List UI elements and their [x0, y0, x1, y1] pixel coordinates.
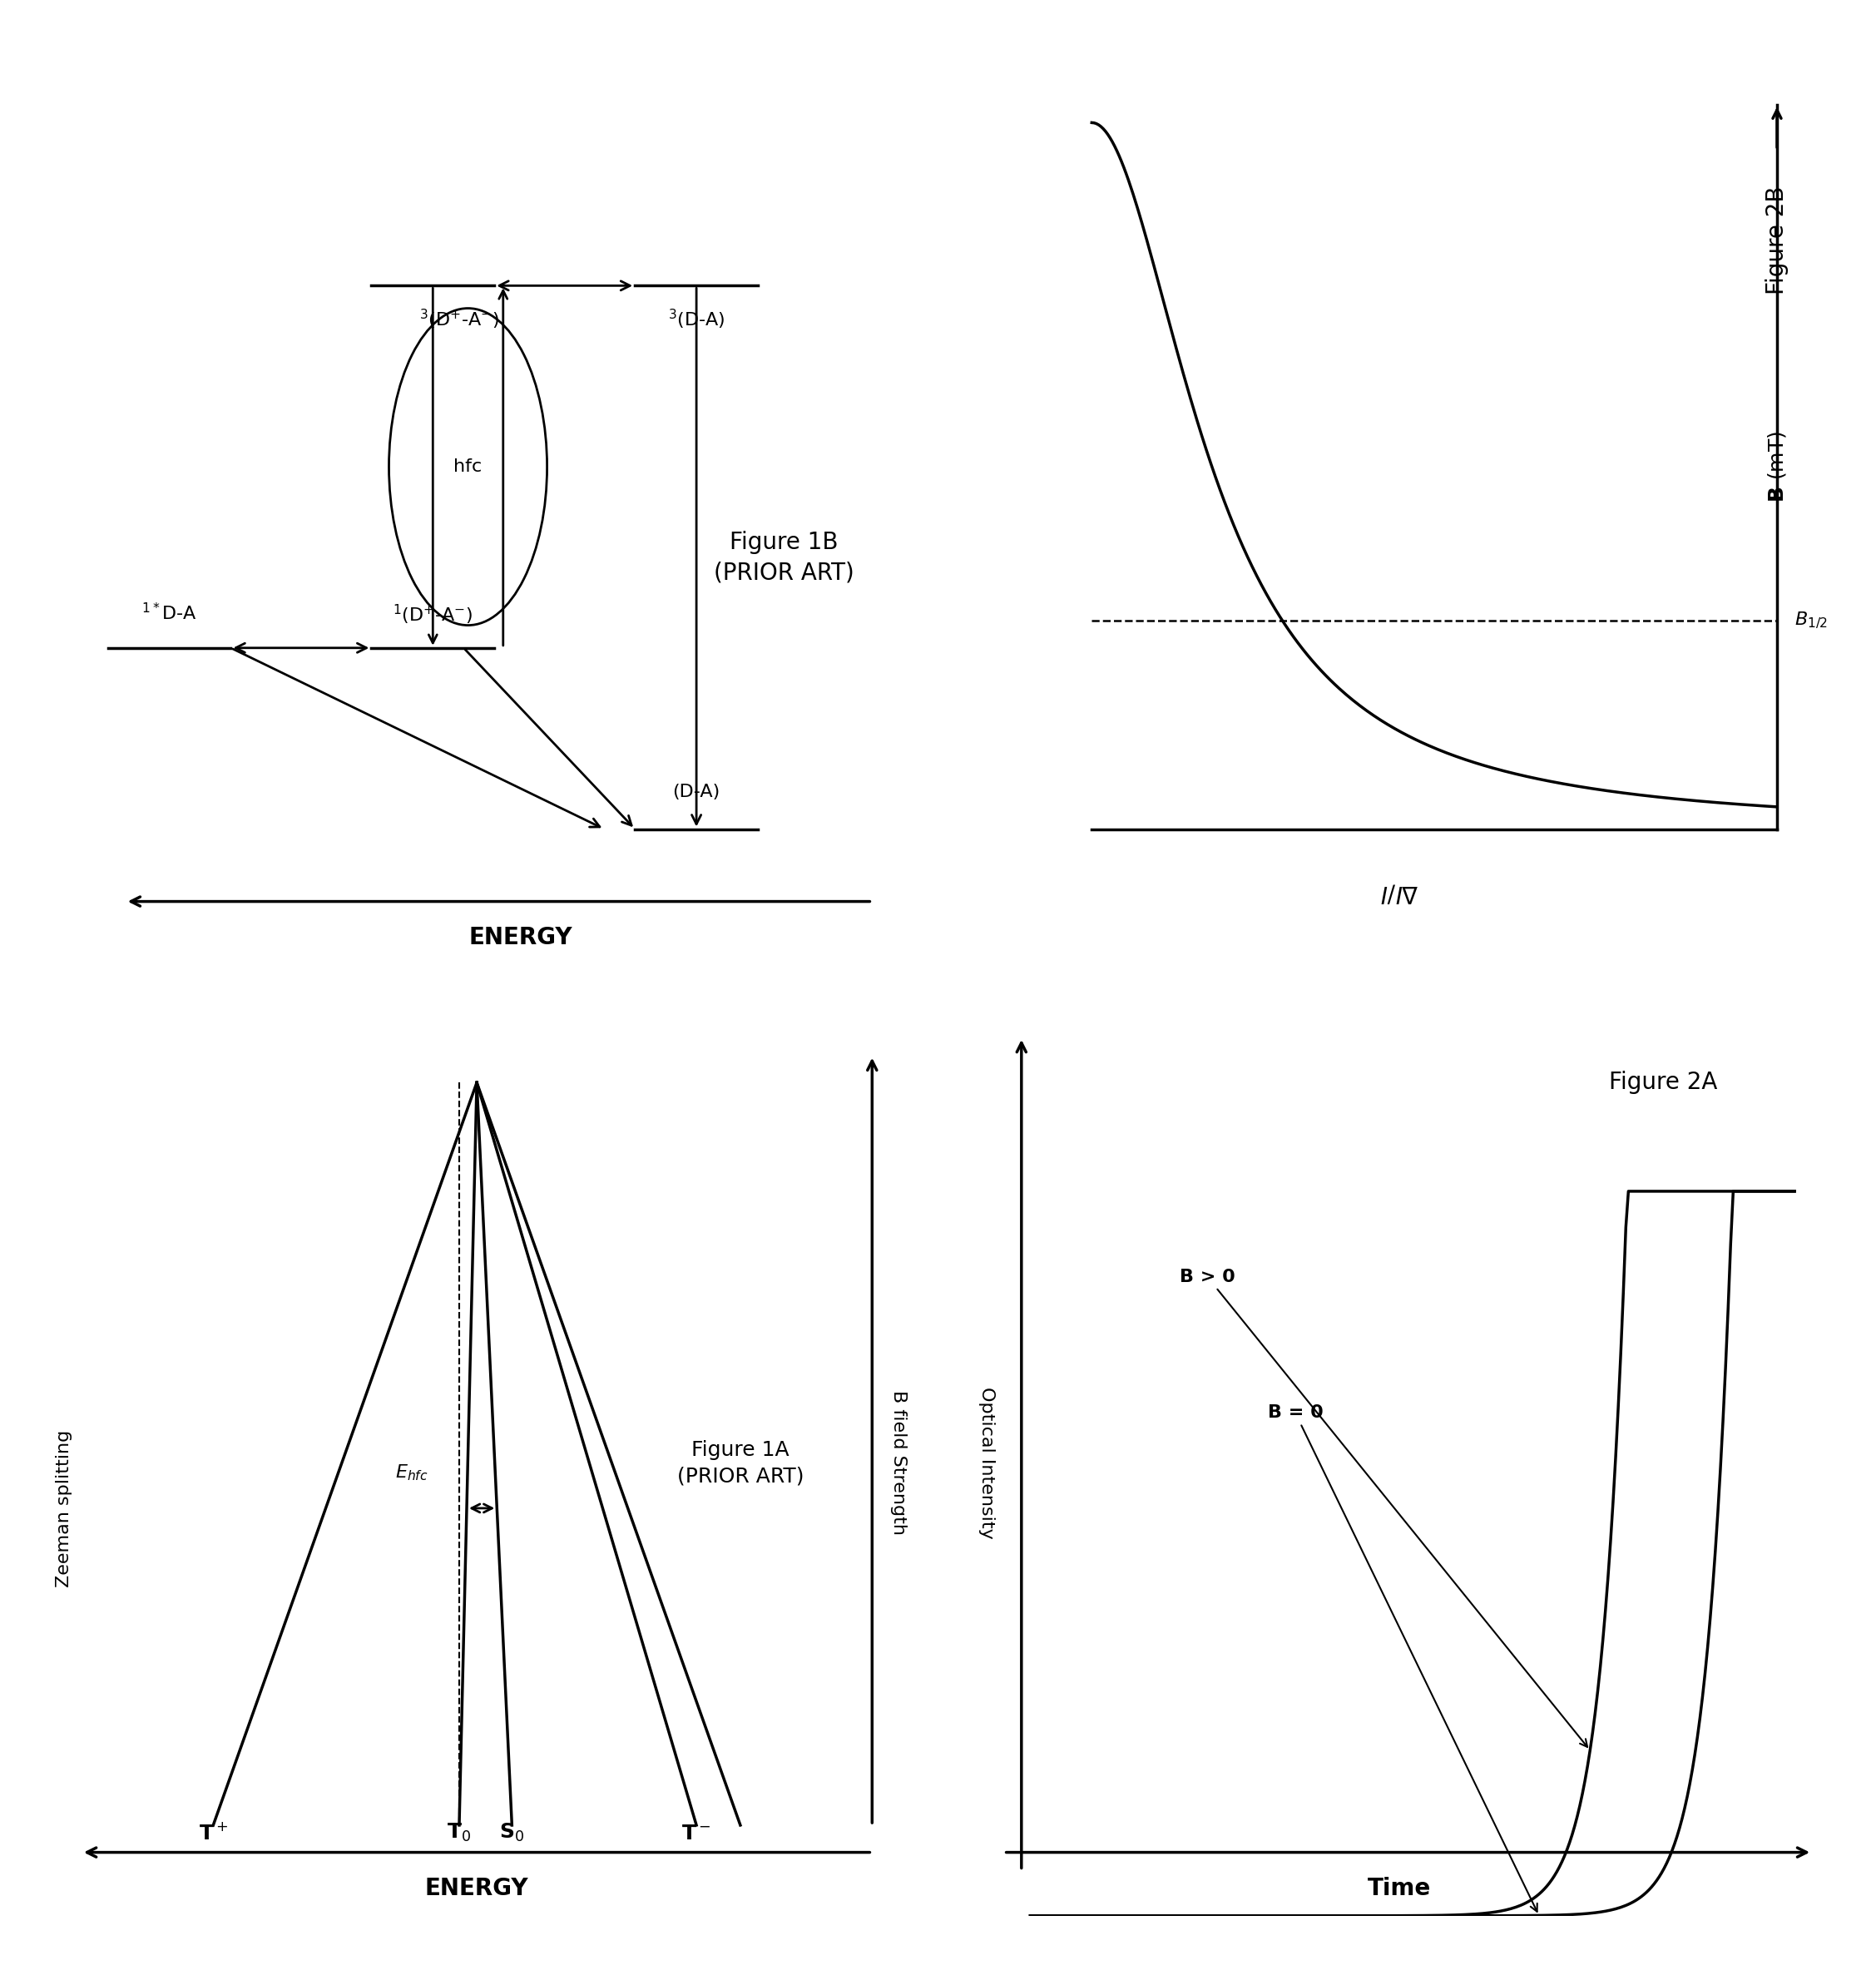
- Text: Figure 2A: Figure 2A: [1608, 1070, 1717, 1094]
- Text: $^{3}$(D$^{+}$-A$^{-}$): $^{3}$(D$^{+}$-A$^{-}$): [418, 308, 499, 332]
- Text: B field Strength: B field Strength: [889, 1390, 906, 1535]
- Text: $B_{1/2}$: $B_{1/2}$: [1795, 610, 1827, 630]
- Text: T$_0$: T$_0$: [446, 1821, 471, 1843]
- Text: $\mathbf{B}$ (mT): $\mathbf{B}$ (mT): [1765, 431, 1788, 502]
- Text: $\Delta I/I$: $\Delta I/I$: [1381, 881, 1418, 905]
- Text: Figure 1B
(PRIOR ART): Figure 1B (PRIOR ART): [715, 531, 854, 585]
- Text: ENERGY: ENERGY: [469, 926, 572, 950]
- Text: $^{3}$(D-A): $^{3}$(D-A): [668, 308, 724, 332]
- Text: $^{1*}$D-A: $^{1*}$D-A: [141, 602, 197, 624]
- Text: Optical Intensity: Optical Intensity: [977, 1386, 994, 1539]
- Ellipse shape: [388, 308, 548, 626]
- Text: Time: Time: [1368, 1876, 1431, 1900]
- Text: Figure 1A
(PRIOR ART): Figure 1A (PRIOR ART): [677, 1440, 803, 1485]
- Text: B = 0: B = 0: [1268, 1404, 1536, 1912]
- Text: Figure 2B: Figure 2B: [1765, 186, 1788, 294]
- Text: (D-A): (D-A): [673, 784, 720, 800]
- Text: B > 0: B > 0: [1180, 1268, 1587, 1748]
- Text: $^{1}$(D$^{+}$-A$^{-}$): $^{1}$(D$^{+}$-A$^{-}$): [392, 602, 473, 626]
- Text: T$^-$: T$^-$: [681, 1823, 711, 1843]
- Text: $E_{hfc}$: $E_{hfc}$: [396, 1463, 428, 1483]
- Text: hfc: hfc: [454, 458, 482, 476]
- Text: T$^+$: T$^+$: [199, 1823, 229, 1843]
- Text: ENERGY: ENERGY: [426, 1876, 529, 1900]
- Text: Zeeman splitting: Zeeman splitting: [56, 1430, 71, 1588]
- Text: S$_0$: S$_0$: [499, 1821, 525, 1843]
